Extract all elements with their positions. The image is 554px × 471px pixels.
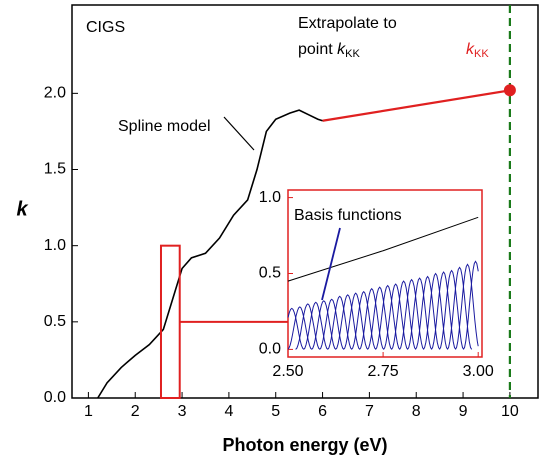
inset-y-tick-label: 0.0: [259, 341, 281, 358]
series-line: [322, 89, 511, 122]
chart-title: CIGS: [86, 19, 125, 36]
text: KK: [345, 48, 360, 60]
x-tick-label: 10: [501, 403, 519, 420]
basis-function: [454, 263, 479, 350]
x-tick-label: 5: [271, 403, 280, 420]
series-line: [97, 109, 323, 399]
text: k: [337, 41, 346, 58]
y-axis-label: k: [16, 198, 28, 220]
basis-pointer: [321, 227, 341, 301]
y-tick-label: 0.0: [44, 389, 66, 406]
x-tick-label: 2: [131, 403, 140, 420]
extrapolate-label: point kKK: [298, 41, 360, 60]
x-tick-label: 8: [412, 403, 421, 420]
plot-frame: [71, 4, 539, 399]
inset-x-tick-label: 3.00: [463, 363, 494, 380]
kkk-point: [503, 84, 516, 97]
inset-x-tick-label: 2.75: [368, 363, 399, 380]
inset-line: [287, 216, 479, 282]
kkk-label: kKK: [466, 41, 489, 60]
zoom-box: [159, 244, 181, 399]
y-tick-label: 1.5: [44, 161, 66, 178]
x-tick-label: 6: [318, 403, 327, 420]
x-tick-label: 1: [84, 403, 93, 420]
inset-y-tick-label: 1.0: [259, 189, 281, 206]
inset-x-tick-label: 2.50: [272, 363, 303, 380]
inset-y-tick-label: 0.5: [259, 265, 281, 282]
extrapolate-label: Extrapolate to: [298, 15, 397, 32]
y-tick-label: 2.0: [44, 85, 66, 102]
inset-title: Basis functions: [294, 207, 402, 224]
text: point: [298, 41, 333, 58]
basis-function: [462, 260, 479, 350]
text: k: [466, 41, 475, 58]
x-axis-label: Photon energy (eV): [222, 435, 387, 455]
spline-label: Spline model: [118, 118, 211, 135]
x-tick-label: 9: [459, 403, 468, 420]
y-tick-label: 0.5: [44, 313, 66, 330]
spline-pointer: [223, 116, 255, 151]
x-tick-label: 3: [178, 403, 187, 420]
x-tick-label: 7: [365, 403, 374, 420]
y-tick-label: 1.0: [44, 237, 66, 254]
x-tick-label: 4: [224, 403, 233, 420]
text: KK: [474, 48, 489, 60]
